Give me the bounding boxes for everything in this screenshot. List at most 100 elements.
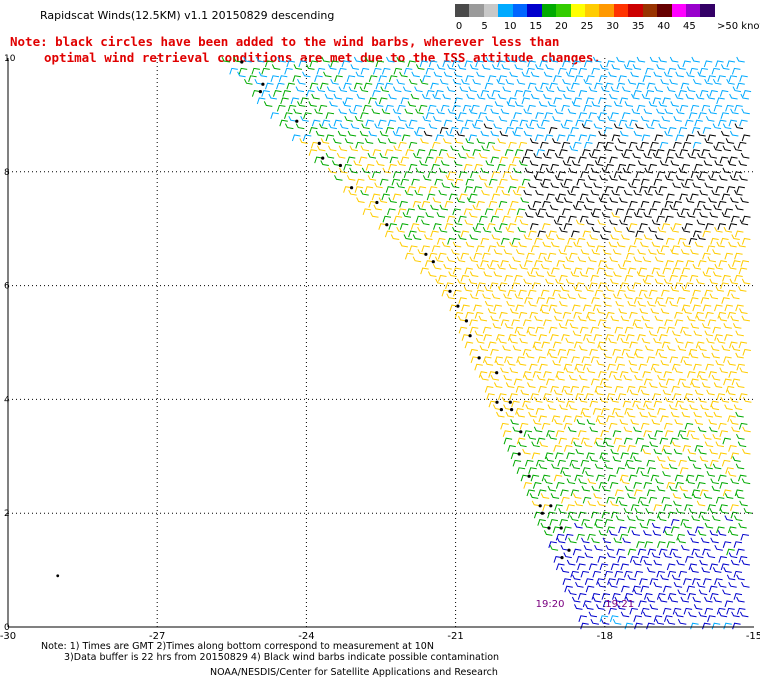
barb-stroke: [547, 101, 557, 107]
barb-stroke: [633, 482, 642, 489]
wind-barb: [295, 123, 305, 130]
wind-barb: [706, 337, 715, 344]
barb-stroke: [705, 115, 715, 122]
barb-stroke: [565, 337, 574, 344]
wind-barb: [412, 234, 422, 240]
wind-barb: [540, 308, 549, 314]
wind-barb: [348, 86, 358, 93]
barb-stroke: [493, 382, 503, 388]
wind-barb: [462, 104, 472, 112]
wind-barb: [499, 156, 509, 164]
barb-stroke: [705, 363, 714, 371]
barb-stroke: [527, 104, 536, 112]
barb-stroke: [539, 304, 549, 312]
wind-barb: [279, 119, 288, 127]
barb-stroke: [371, 171, 381, 179]
wind-barb: [546, 271, 556, 277]
barb-stroke: [617, 138, 627, 144]
wind-barb: [637, 496, 647, 504]
wind-barb: [638, 267, 648, 275]
barb-stroke: [670, 526, 680, 534]
barb-stroke: [692, 578, 701, 585]
wind-barb: [468, 86, 477, 93]
wind-barb: [491, 90, 501, 97]
barb-stroke: [728, 223, 738, 230]
wind-barb: [714, 160, 723, 166]
barb-stroke: [730, 108, 739, 115]
barb-stroke: [740, 93, 749, 100]
barb-stroke: [717, 119, 727, 127]
barb-stroke: [525, 123, 535, 130]
barb-stroke: [558, 293, 567, 300]
barb-stroke: [618, 308, 627, 314]
barb-stroke: [621, 234, 630, 240]
wind-barb: [640, 422, 650, 430]
barb-stroke: [310, 141, 320, 149]
barb-stroke: [546, 149, 555, 156]
wind-barb: [521, 71, 531, 78]
wind-barb: [606, 496, 615, 504]
wind-barb: [678, 274, 688, 282]
wind-barb: [416, 149, 426, 156]
barb-stroke: [420, 267, 429, 275]
barb-stroke: [643, 152, 652, 159]
wind-barb: [478, 152, 488, 159]
wind-barb: [490, 108, 499, 115]
wind-barb: [680, 356, 689, 364]
wind-barb: [668, 404, 678, 411]
wind-barb: [514, 326, 524, 334]
barb-stroke: [683, 578, 692, 585]
barb-stroke: [741, 134, 751, 142]
barb-stroke: [677, 345, 687, 351]
barb-stroke: [470, 171, 479, 179]
wind-barb: [644, 541, 653, 548]
wind-barb: [435, 134, 444, 142]
wind-barb: [574, 500, 583, 507]
wind-barb: [611, 134, 621, 142]
wind-barb: [436, 64, 446, 70]
barb-stroke: [542, 504, 551, 511]
barb-stroke: [229, 67, 238, 75]
wind-barb: [244, 78, 253, 85]
barb-stroke: [489, 282, 499, 290]
wind-barb: [543, 530, 553, 536]
barb-stroke: [286, 82, 295, 90]
barb-stroke: [469, 348, 478, 356]
wind-barb: [705, 311, 714, 319]
barb-stroke: [707, 319, 717, 327]
wind-barb: [632, 64, 642, 70]
barb-stroke: [404, 108, 413, 115]
wind-barb: [553, 219, 563, 226]
wind-barb: [688, 563, 698, 571]
wind-barb: [551, 415, 561, 423]
wind-barb: [375, 82, 385, 90]
barb-stroke: [567, 426, 577, 433]
barb-stroke: [557, 67, 567, 75]
wind-barb: [649, 578, 659, 585]
wind-barb: [663, 504, 672, 511]
barb-stroke: [607, 363, 616, 371]
barb-stroke: [728, 445, 737, 452]
wind-barb: [730, 478, 739, 485]
barb-stroke: [692, 141, 702, 149]
wind-barb: [593, 334, 603, 341]
wind-barb: [686, 86, 696, 93]
barb-stroke: [595, 245, 605, 253]
barb-stroke: [590, 189, 600, 196]
barb-stroke: [553, 556, 563, 563]
wind-barb: [530, 393, 539, 400]
barb-stroke: [591, 297, 600, 304]
barb-stroke: [438, 149, 448, 156]
wind-barb: [554, 315, 563, 322]
barb-stroke: [679, 193, 688, 201]
barb-stroke: [359, 86, 369, 93]
wind-barb: [643, 400, 652, 408]
barb-stroke: [525, 404, 534, 411]
barb-stroke: [410, 223, 420, 230]
barb-stroke: [524, 167, 534, 174]
barb-stroke: [431, 163, 440, 171]
wind-barb: [483, 123, 493, 130]
barb-stroke: [633, 189, 642, 196]
barb-stroke: [563, 223, 573, 230]
barb-stroke: [550, 163, 559, 171]
